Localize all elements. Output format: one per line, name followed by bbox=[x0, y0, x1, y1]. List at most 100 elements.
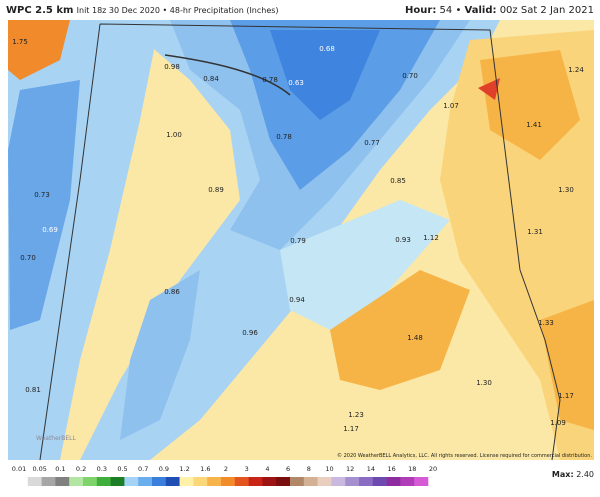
colorbar-tick-label: 14 bbox=[367, 465, 375, 473]
precip-label: 1.07 bbox=[443, 102, 459, 110]
precip-label: 0.81 bbox=[25, 386, 41, 394]
colorbar-tick-label: 1.6 bbox=[200, 465, 210, 473]
precip-label: 0.84 bbox=[203, 75, 219, 83]
precip-label: 0.85 bbox=[390, 177, 406, 185]
precip-label: 0.69 bbox=[42, 226, 58, 234]
precip-label: 1.12 bbox=[423, 234, 439, 242]
precip-label: 0.70 bbox=[402, 72, 418, 80]
max: Max: 2.40 bbox=[552, 470, 594, 479]
precip-label: 1.17 bbox=[558, 392, 574, 400]
colorbar-swatch bbox=[179, 477, 194, 486]
colorbar-swatch bbox=[41, 477, 56, 486]
precip-label: 1.17 bbox=[343, 425, 359, 433]
colorbar-swatch bbox=[138, 477, 153, 486]
colorbar-swatch bbox=[27, 477, 42, 486]
header-left: WPC 2.5 km Init 18z 30 Dec 2020 • 48-hr … bbox=[6, 5, 279, 16]
colorbar: 0.01 0.05 0.1 0.2 0.3 0.5 0.7 0.9 1.2 1.6 2 3 4 6 8 10 1… bbox=[12, 465, 437, 486]
precip-label: 0.96 bbox=[242, 329, 258, 337]
colorbar-swatch bbox=[386, 477, 401, 486]
colorbar-tick-label: 16 bbox=[387, 465, 395, 473]
colorbar-swatch bbox=[193, 477, 208, 486]
colorbar-tick-label: 3 bbox=[245, 465, 249, 473]
colorbar-swatch bbox=[262, 477, 277, 486]
colorbar-swatch bbox=[317, 477, 332, 486]
colorbar-tick-label: 0.9 bbox=[159, 465, 169, 473]
colorbar-tick-label: 0.7 bbox=[138, 465, 148, 473]
colorbar-tick-label: 18 bbox=[408, 465, 416, 473]
precip-label: 1.24 bbox=[568, 66, 584, 74]
colorbar-swatch bbox=[290, 477, 305, 486]
colorbar-swatch bbox=[221, 477, 236, 486]
precip-label: 0.98 bbox=[164, 63, 180, 71]
precip-label: 0.63 bbox=[288, 79, 304, 87]
copyright: © 2020 WeatherBELL Analytics, LLC. All r… bbox=[337, 452, 592, 459]
precip-label: 1.75 bbox=[12, 38, 28, 46]
colorbar-tick-label: 0.01 bbox=[12, 465, 26, 473]
max-value: 2.40 bbox=[576, 470, 594, 479]
hour-label: Hour: bbox=[405, 5, 436, 16]
precip-label: 0.73 bbox=[34, 191, 50, 199]
colorbar-tick-label: 0.3 bbox=[97, 465, 107, 473]
colorbar-swatch bbox=[345, 477, 360, 486]
precip-label: 0.70 bbox=[20, 254, 36, 262]
precip-label: 1.48 bbox=[407, 334, 423, 342]
precip-label: 0.77 bbox=[364, 139, 380, 147]
precip-label: 1.23 bbox=[348, 411, 364, 419]
colorbar-swatch bbox=[400, 477, 415, 486]
precip-label: 1.30 bbox=[558, 186, 574, 194]
colorbar-tick-label: 6 bbox=[286, 465, 290, 473]
colorbar-tick-label: 0.1 bbox=[55, 465, 65, 473]
precip-label: 1.31 bbox=[527, 228, 543, 236]
precip-label: 0.86 bbox=[164, 288, 180, 296]
valid-label: Valid: bbox=[465, 5, 497, 16]
colorbar-swatch bbox=[83, 477, 98, 486]
header-right: Hour: 54 • Valid: 00z Sat 2 Jan 2021 bbox=[405, 5, 594, 16]
precip-label: 1.00 bbox=[166, 131, 182, 139]
map bbox=[8, 20, 594, 461]
max-label: Max: bbox=[552, 470, 574, 479]
colorbar-swatch bbox=[55, 477, 70, 486]
colorbar-tick-label: 20 bbox=[429, 465, 437, 473]
colorbar-tick-label: 0.2 bbox=[76, 465, 86, 473]
colorbar-tick-label: 12 bbox=[346, 465, 354, 473]
colorbar-tick-label: 8 bbox=[307, 465, 311, 473]
colorbar-tick-label: 2 bbox=[224, 465, 228, 473]
title: WPC 2.5 km bbox=[6, 5, 73, 16]
colorbar-swatch bbox=[207, 477, 222, 486]
colorbar-tick-label: 1.2 bbox=[179, 465, 189, 473]
colorbar-tick-label: 4 bbox=[265, 465, 269, 473]
separator: • bbox=[455, 5, 461, 16]
precip-label: 1.30 bbox=[476, 379, 492, 387]
precip-label: 0.79 bbox=[290, 237, 306, 245]
colorbar-swatch bbox=[372, 477, 387, 486]
precip-label: 0.89 bbox=[208, 186, 224, 194]
colorbar-tick-label: 0.5 bbox=[117, 465, 127, 473]
precip-label: 0.78 bbox=[276, 133, 292, 141]
logo: WeatherBELL bbox=[36, 435, 77, 442]
colorbar-swatch bbox=[234, 477, 249, 486]
colorbar-tick-label: 0.05 bbox=[32, 465, 46, 473]
colorbar-swatch bbox=[165, 477, 180, 486]
precip-label: 1.09 bbox=[550, 419, 566, 427]
colorbar-swatch bbox=[303, 477, 318, 486]
colorbar-swatch bbox=[124, 477, 139, 486]
precip-label: 0.78 bbox=[262, 76, 278, 84]
colorbar-swatch bbox=[248, 477, 263, 486]
hour: 54 bbox=[440, 5, 453, 16]
precip-label: 1.33 bbox=[538, 319, 554, 327]
colorbar-swatch bbox=[96, 477, 111, 486]
precip-label: 0.94 bbox=[289, 296, 305, 304]
colorbar-swatch bbox=[69, 477, 84, 486]
subtitle: Init 18z 30 Dec 2020 • 48-hr Precipitati… bbox=[77, 6, 279, 15]
map-labels: 1.75 0.98 0.84 0.78 0.68 0.63 0.70 1.24 1.07 1.41… bbox=[12, 38, 584, 433]
colorbar-swatch bbox=[331, 477, 346, 486]
colorbar-swatch bbox=[276, 477, 291, 486]
colorbar-swatch bbox=[359, 477, 374, 486]
colorbar-tick-label: 10 bbox=[325, 465, 333, 473]
valid: 00z Sat 2 Jan 2021 bbox=[500, 5, 594, 16]
precip-label: 0.68 bbox=[319, 45, 335, 53]
precip-label: 0.93 bbox=[395, 236, 411, 244]
colorbar-swatch bbox=[152, 477, 167, 486]
colorbar-swatch bbox=[110, 477, 125, 486]
